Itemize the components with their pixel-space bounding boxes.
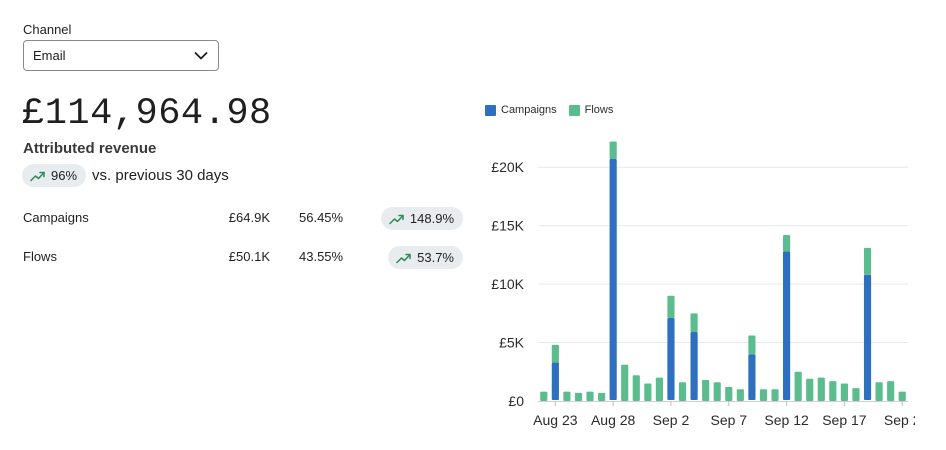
channel-label: Channel (23, 22, 72, 37)
legend-swatch-flows (568, 104, 580, 116)
bar-flows (898, 391, 906, 401)
y-tick-label: £15K (491, 218, 524, 234)
x-tick-label: Sep 7 (710, 412, 747, 428)
bar-flows (563, 391, 571, 401)
bar-flows (609, 141, 617, 160)
breakdown-amount: £50.1K (228, 249, 270, 264)
revenue-chart: £0 £5K £10K £15K £20K Aug 23 Aug 28 Sep 2 Sep 7 S… (491, 141, 915, 428)
bar-flows (736, 389, 744, 401)
bar-flows (829, 381, 837, 401)
y-tick-label: £5K (499, 335, 525, 351)
revenue-change-badge: 96% (22, 164, 87, 187)
revenue-comparison: 96% vs. previous 30 days (22, 164, 229, 187)
bar-flows (690, 313, 698, 333)
bar-flows (621, 364, 629, 401)
bar-campaigns (783, 251, 791, 400)
x-tick-label: Sep 2 (653, 412, 690, 428)
bar-campaigns (551, 362, 559, 400)
x-tick-label: Sep 12 (764, 412, 809, 428)
x-tick-label: Aug 23 (533, 412, 578, 428)
legend-item-flows[interactable]: Flows (568, 104, 614, 116)
trend-up-icon (389, 214, 404, 224)
bar-flows (702, 379, 710, 401)
bar-flows (586, 391, 594, 401)
bar-flows (598, 392, 606, 401)
channel-select-value: Email (33, 48, 66, 63)
legend-label: Campaigns (501, 104, 557, 116)
bar-flows (806, 378, 814, 401)
trend-up-icon (30, 171, 45, 181)
bar-flows (725, 386, 733, 401)
bar-flows (771, 389, 779, 401)
bar-campaigns (690, 332, 698, 400)
breakdown-name: Flows (23, 249, 57, 264)
bar-flows (748, 335, 756, 355)
comparison-text: vs. previous 30 days (92, 167, 229, 184)
bar-flows (840, 383, 848, 401)
legend-label: Flows (584, 104, 614, 116)
y-tick-label: £20K (491, 159, 524, 175)
chevron-down-icon (194, 51, 208, 59)
breakdown-row-flows: Flows £50.1K 43.55% 53.7% (23, 244, 463, 270)
breakdown-row-campaigns: Campaigns £64.9K 56.45% 148.9% (23, 205, 463, 231)
y-tick-label: £0 (508, 393, 524, 409)
bar-flows (655, 377, 663, 401)
breakdown-name: Campaigns (23, 210, 89, 225)
bar-flows (783, 235, 791, 252)
bar-flows (713, 382, 721, 401)
breakdown-amount: £64.9K (228, 210, 270, 225)
breakdown-change-value: 148.9% (409, 211, 454, 226)
x-tick-label: Aug 28 (591, 412, 636, 428)
revenue-total: £114,964.98 (22, 93, 272, 135)
bar-flows (875, 382, 883, 401)
bar-flows (887, 381, 895, 401)
bar-campaigns (863, 274, 872, 400)
y-tick-label: £10K (491, 276, 524, 292)
breakdown-share: 43.55% (299, 249, 344, 264)
bar-flows (759, 389, 768, 401)
bar-flows (644, 383, 652, 401)
bar-flows (794, 371, 802, 401)
trend-up-icon (396, 253, 411, 263)
bar-flows (852, 388, 860, 401)
bar-flows (632, 375, 640, 401)
breakdown-change-badge: 148.9% (380, 207, 463, 230)
breakdown-change-value: 53.7% (417, 250, 454, 265)
bar-campaigns (609, 159, 617, 400)
x-tick-label: Sep 2 (884, 412, 915, 428)
breakdown-share: 56.45% (299, 210, 344, 225)
bar-flows (817, 377, 825, 401)
bar-flows (540, 391, 548, 401)
bar-campaigns (667, 318, 675, 400)
revenue-subtitle: Attributed revenue (23, 140, 157, 157)
chart-legend: Campaigns Flows (485, 104, 613, 116)
x-tick-label: Sep 17 (822, 412, 867, 428)
revenue-change-value: 96% (51, 168, 78, 183)
bar-flows (863, 247, 872, 275)
bar-flows (667, 295, 675, 319)
legend-swatch-campaigns (485, 104, 496, 116)
bar-flows (678, 382, 687, 401)
bar-campaigns (748, 354, 756, 400)
channel-select[interactable]: Email (23, 40, 219, 71)
bar-flows (574, 392, 583, 401)
bar-flows (551, 344, 559, 363)
breakdown-change-badge: 53.7% (388, 246, 463, 269)
legend-item-campaigns[interactable]: Campaigns (485, 104, 557, 116)
